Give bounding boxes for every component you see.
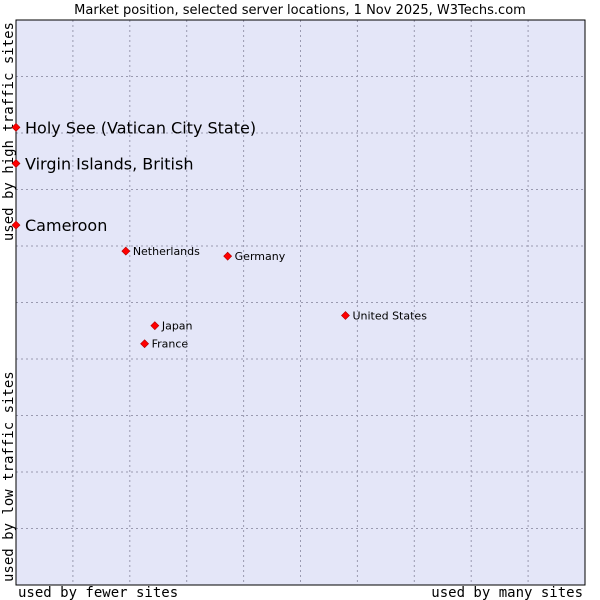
data-point-label: Virgin Islands, British bbox=[25, 155, 193, 174]
data-point-label: Japan bbox=[161, 320, 193, 333]
data-point-marker bbox=[11, 159, 21, 168]
data-point-marker bbox=[341, 311, 350, 320]
x-axis-label-left: used by fewer sites bbox=[18, 585, 178, 600]
grid-lines bbox=[16, 20, 585, 585]
data-point-label: France bbox=[152, 338, 189, 351]
data-point-label: Germany bbox=[235, 250, 286, 263]
data-point-marker bbox=[223, 251, 233, 261]
chart-title: Market position, selected server locatio… bbox=[74, 3, 526, 18]
plot-frame bbox=[15, 19, 586, 586]
y-axis-label-bottom: used by low traffic sites bbox=[1, 371, 17, 582]
data-point-marker bbox=[140, 339, 150, 349]
data-point-marker bbox=[11, 122, 21, 132]
data-point-label: Holy See (Vatican City State) bbox=[25, 118, 256, 137]
data-point-marker bbox=[11, 220, 21, 230]
data-point-label: Netherlands bbox=[133, 245, 200, 258]
x-axis-label-right: used by many sites bbox=[431, 585, 583, 600]
y-axis-label-top: used by high traffic sites bbox=[1, 22, 17, 241]
data-point-marker bbox=[121, 246, 131, 256]
data-point-marker bbox=[150, 321, 160, 331]
data-point-label: United States bbox=[352, 309, 427, 322]
data-point-label: Cameroon bbox=[25, 216, 107, 235]
data-points: Holy See (Vatican City State) Virgin Isla… bbox=[11, 118, 427, 351]
